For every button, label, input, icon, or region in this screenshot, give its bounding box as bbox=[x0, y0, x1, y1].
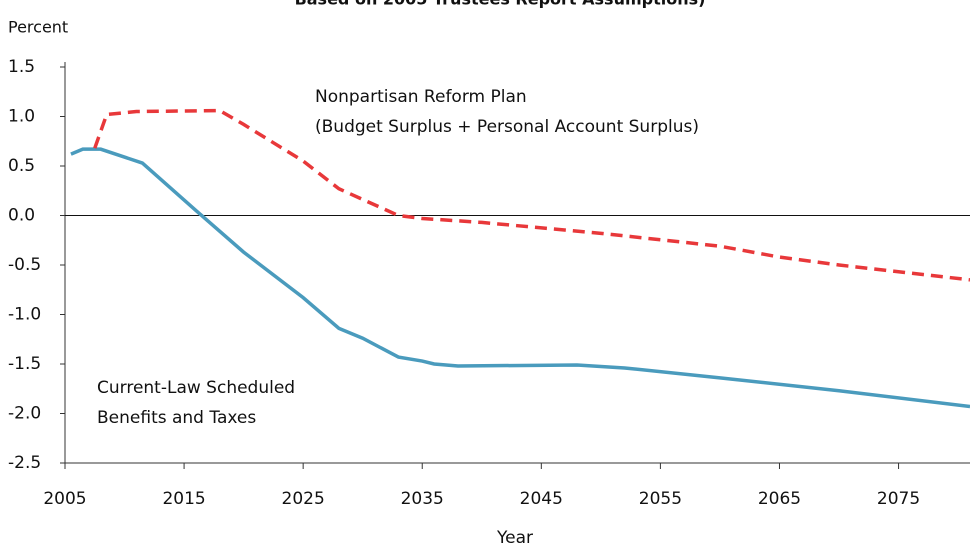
x-tick-label: 2075 bbox=[877, 489, 920, 509]
y-tick-label: -2.5 bbox=[8, 453, 41, 473]
y-tick-label: -2.0 bbox=[8, 404, 41, 424]
y-tick-label: -1.5 bbox=[8, 354, 41, 374]
chart-title: Based on 2005 Trustees Report Assumption… bbox=[295, 0, 706, 9]
x-tick-label: 2055 bbox=[639, 489, 682, 509]
y-tick-label: 1.0 bbox=[8, 107, 35, 127]
series-label: Nonpartisan Reform Plan bbox=[315, 87, 527, 107]
series-label: Benefits and Taxes bbox=[97, 408, 256, 428]
x-tick-label: 2005 bbox=[43, 489, 86, 509]
x-tick-label: 2015 bbox=[162, 489, 205, 509]
x-tick-label: 2025 bbox=[282, 489, 325, 509]
y-tick-label: 0.5 bbox=[8, 156, 35, 176]
data-line bbox=[70, 147, 970, 409]
series-label: (Budget Surplus + Personal Account Surpl… bbox=[315, 117, 699, 137]
y-tick-label: -1.0 bbox=[8, 305, 41, 325]
x-tick-label: 2035 bbox=[401, 489, 444, 509]
y-tick-label: 1.5 bbox=[8, 57, 35, 77]
y-axis-label: Percent bbox=[8, 18, 68, 37]
x-tick-label: 2065 bbox=[758, 489, 801, 509]
x-tick-label: 2045 bbox=[520, 489, 563, 509]
y-tick-label: 0.0 bbox=[8, 206, 35, 226]
series-label: Current-Law Scheduled bbox=[97, 378, 295, 398]
y-tick-label: -0.5 bbox=[8, 255, 41, 275]
x-axis-label: Year bbox=[496, 528, 533, 548]
